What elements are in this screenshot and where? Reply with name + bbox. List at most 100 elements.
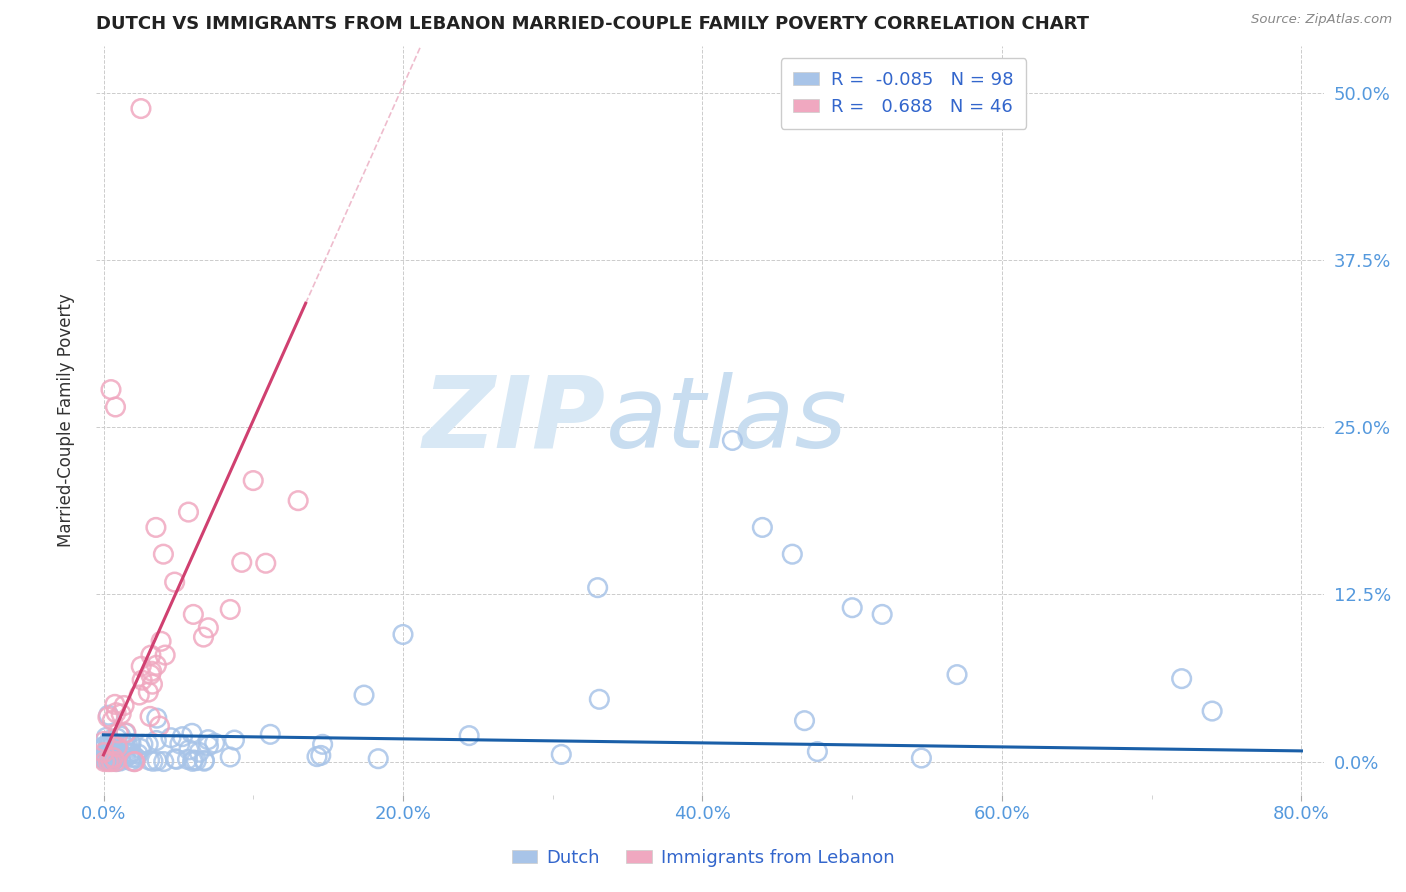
Point	[870, 607, 893, 622]
Point	[111, 747, 134, 762]
Point	[219, 602, 242, 616]
Point	[114, 739, 136, 754]
Point	[93, 746, 115, 760]
Point	[98, 750, 121, 764]
Point	[910, 751, 932, 765]
Point	[254, 556, 277, 570]
Point	[104, 752, 127, 766]
Point	[197, 621, 219, 635]
Point	[305, 749, 328, 764]
Point	[458, 729, 481, 743]
Point	[146, 711, 169, 725]
Point	[120, 747, 142, 761]
Point	[93, 734, 115, 748]
Point	[93, 739, 115, 754]
Point	[100, 755, 122, 769]
Point	[169, 737, 191, 751]
Point	[177, 505, 200, 519]
Point	[101, 714, 124, 728]
Point	[193, 753, 215, 767]
Point	[100, 383, 122, 397]
Point	[163, 575, 186, 590]
Point	[193, 630, 215, 644]
Point	[107, 746, 129, 760]
Point	[98, 753, 121, 767]
Point	[124, 755, 146, 769]
Point	[104, 698, 127, 712]
Point	[98, 747, 121, 761]
Point	[129, 659, 152, 673]
Legend: Dutch, Immigrants from Lebanon: Dutch, Immigrants from Lebanon	[505, 842, 901, 874]
Point	[114, 750, 136, 764]
Point	[97, 755, 120, 769]
Point	[588, 692, 610, 706]
Point	[782, 547, 804, 561]
Point	[97, 708, 120, 723]
Point	[188, 745, 211, 759]
Point	[107, 748, 129, 763]
Point	[103, 744, 125, 758]
Point	[110, 754, 132, 768]
Point	[176, 752, 198, 766]
Point	[152, 755, 174, 769]
Point	[97, 710, 120, 724]
Point	[127, 747, 149, 761]
Point	[103, 744, 125, 758]
Point	[550, 747, 572, 762]
Point	[114, 726, 136, 740]
Point	[94, 748, 117, 763]
Point	[224, 733, 246, 747]
Point	[131, 673, 153, 688]
Point	[751, 520, 773, 534]
Point	[160, 731, 183, 745]
Point	[96, 731, 118, 745]
Point	[183, 753, 205, 767]
Point	[93, 740, 115, 755]
Point	[946, 667, 969, 681]
Point	[721, 434, 744, 448]
Point	[128, 688, 150, 702]
Point	[121, 747, 143, 762]
Point	[181, 755, 204, 769]
Point	[231, 555, 253, 569]
Point	[115, 737, 138, 751]
Point	[101, 736, 124, 750]
Point	[103, 750, 125, 764]
Point	[219, 750, 242, 764]
Point	[197, 739, 219, 753]
Point	[104, 400, 127, 414]
Point	[129, 102, 152, 116]
Point	[103, 750, 125, 764]
Text: Source: ZipAtlas.com: Source: ZipAtlas.com	[1251, 13, 1392, 27]
Point	[186, 754, 208, 768]
Point	[141, 665, 163, 679]
Point	[145, 733, 167, 747]
Point	[139, 667, 162, 681]
Point	[94, 739, 117, 753]
Point	[138, 753, 160, 767]
Point	[122, 755, 145, 769]
Point	[104, 755, 127, 769]
Point	[148, 719, 170, 733]
Point	[183, 607, 205, 622]
Text: DUTCH VS IMMIGRANTS FROM LEBANON MARRIED-COUPLE FAMILY POVERTY CORRELATION CHART: DUTCH VS IMMIGRANTS FROM LEBANON MARRIED…	[96, 15, 1090, 33]
Point	[145, 658, 167, 673]
Point	[172, 730, 194, 744]
Point	[94, 753, 117, 767]
Point	[110, 729, 132, 743]
Point	[242, 474, 264, 488]
Point	[141, 677, 163, 691]
Point	[204, 736, 226, 750]
Point	[259, 727, 281, 741]
Point	[142, 754, 165, 768]
Point	[353, 688, 375, 702]
Point	[97, 740, 120, 755]
Point	[93, 755, 115, 769]
Point	[193, 754, 215, 768]
Point	[392, 627, 415, 641]
Point	[586, 581, 609, 595]
Point	[153, 648, 176, 662]
Text: ZIP: ZIP	[423, 372, 606, 469]
Point	[136, 737, 159, 751]
Point	[100, 749, 122, 764]
